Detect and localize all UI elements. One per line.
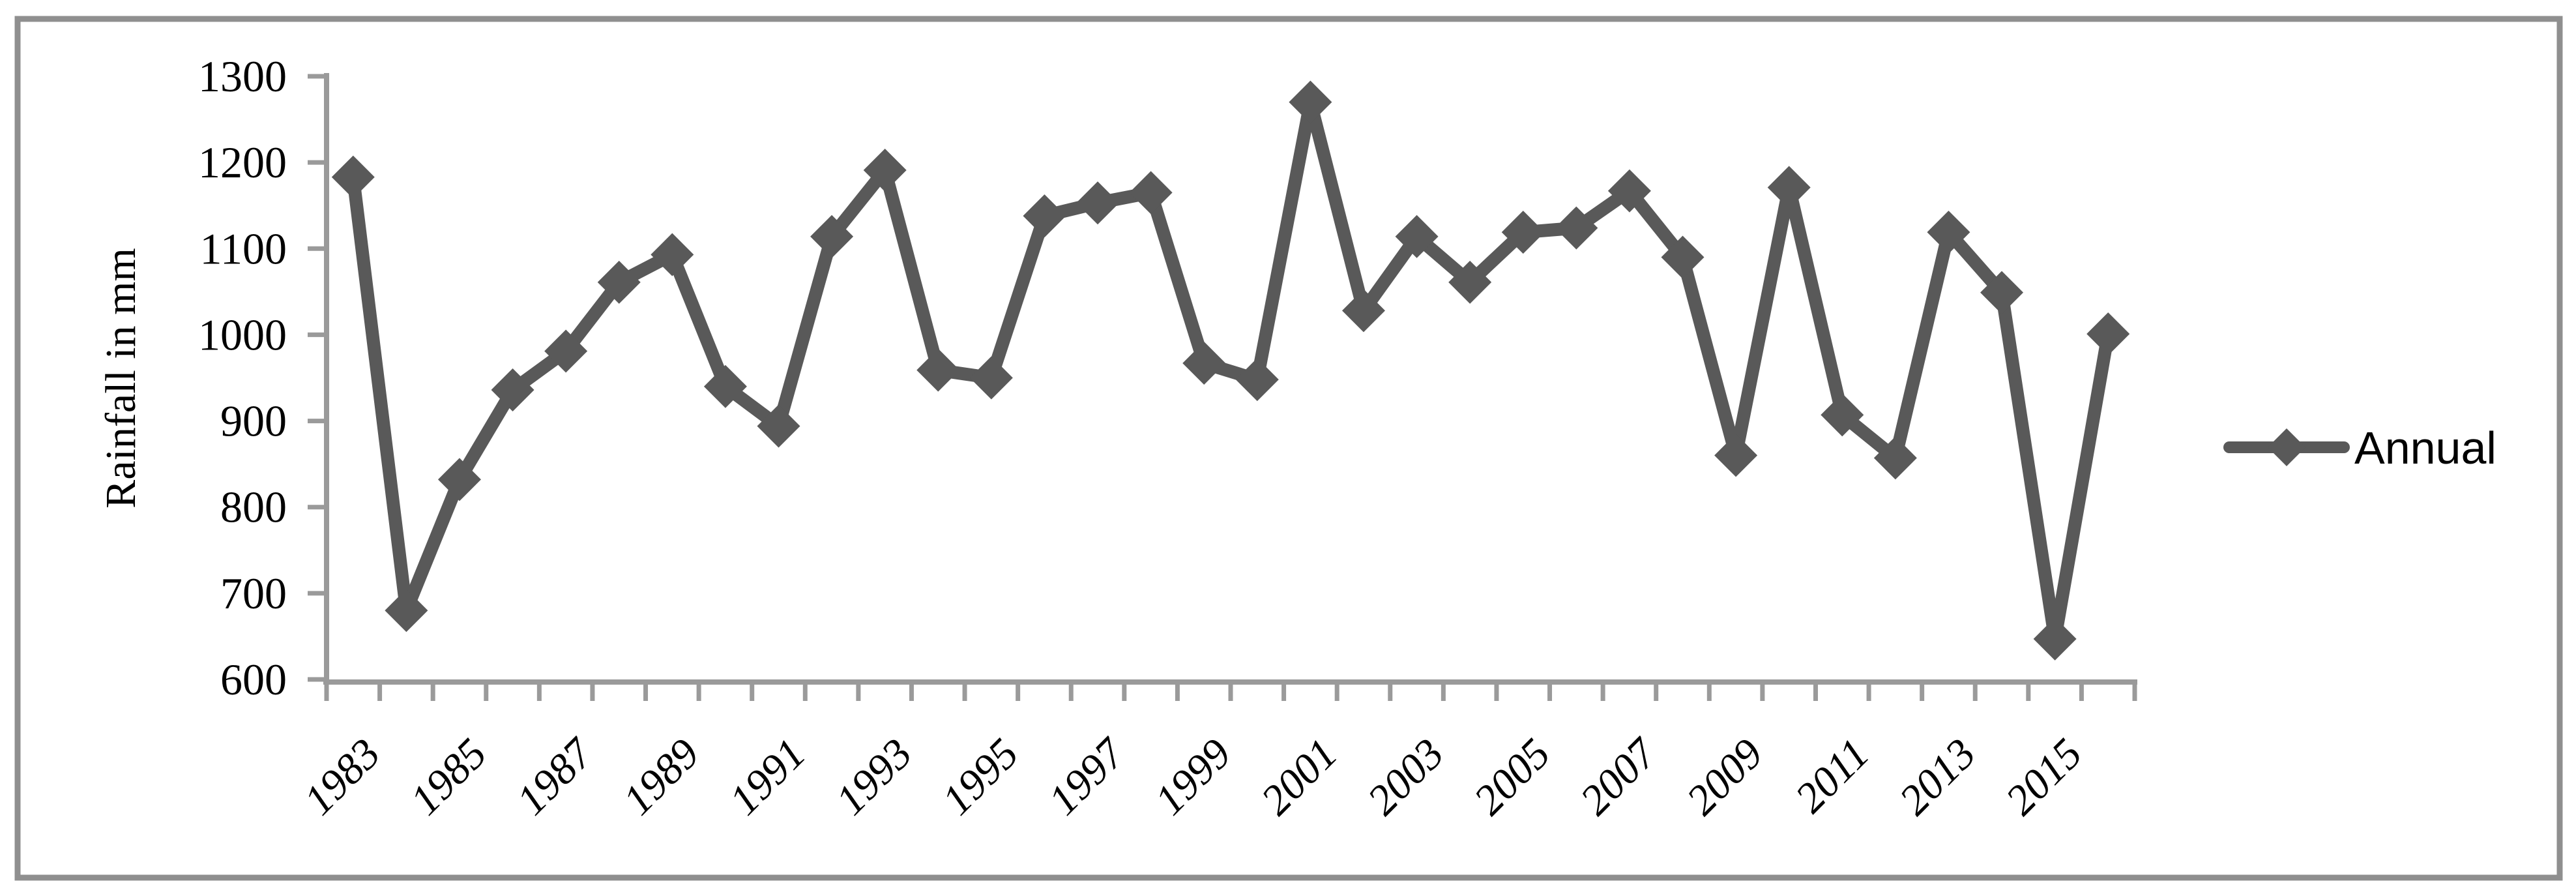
y-tick-label: 1300 xyxy=(198,52,287,101)
data-point-marker xyxy=(1501,211,1545,254)
x-tick-label: 2007 xyxy=(1572,728,1667,824)
data-point-marker xyxy=(1555,206,1598,250)
x-tick-label: 2003 xyxy=(1358,730,1453,824)
x-tick-label: 1995 xyxy=(933,730,1028,824)
x-tick-label: 1989 xyxy=(614,730,709,824)
data-point-marker xyxy=(1182,342,1226,385)
series-annual xyxy=(331,80,2130,661)
data-point-marker xyxy=(1607,169,1651,213)
x-tick-label: 1985 xyxy=(402,730,496,824)
data-point-marker xyxy=(969,356,1013,400)
x-tick-label: 1987 xyxy=(508,728,604,824)
legend-marker-icon xyxy=(2268,428,2305,466)
outer-border xyxy=(14,16,2563,881)
data-point-marker xyxy=(863,149,907,192)
y-tick-label: 1200 xyxy=(198,138,287,187)
x-tick-label: 1999 xyxy=(1146,730,1240,824)
data-point-marker xyxy=(491,368,534,411)
y-tick-label: 700 xyxy=(220,569,287,618)
y-tick-label: 900 xyxy=(220,396,287,446)
data-point-marker xyxy=(916,348,960,392)
data-point-marker xyxy=(597,260,641,304)
y-axis-title: Rainfall in mm xyxy=(97,248,145,509)
data-point-marker xyxy=(1821,393,1864,437)
y-tick-label: 800 xyxy=(220,483,287,532)
data-point-marker xyxy=(1873,436,1917,480)
y-tick-label: 600 xyxy=(220,655,287,704)
data-point-marker xyxy=(331,155,375,199)
data-point-marker xyxy=(1023,194,1066,238)
data-point-marker xyxy=(385,589,428,632)
legend-entry-annual: Annual xyxy=(2354,423,2496,473)
x-tick-label: 1983 xyxy=(295,730,389,824)
data-point-marker xyxy=(651,233,694,276)
data-point-marker xyxy=(2086,312,2130,356)
data-point-marker xyxy=(1289,80,1332,124)
x-tick-label: 2011 xyxy=(1786,730,1878,822)
y-tick-label: 1100 xyxy=(200,224,287,273)
data-point-marker xyxy=(1927,211,1970,254)
data-point-marker xyxy=(810,215,854,258)
y-axis-title-text: Rainfall in mm xyxy=(97,248,145,509)
data-point-marker xyxy=(1395,215,1439,258)
x-tick-label: 2005 xyxy=(1465,730,1559,824)
chart-frame xyxy=(14,16,2563,881)
data-point-marker xyxy=(1076,181,1120,225)
x-tick-labels: 1983 1985 1987 1989 1991 1993 1995 1997 1999 2001… xyxy=(295,728,2091,824)
x-tick-label: 2015 xyxy=(1997,730,2091,824)
data-point-marker xyxy=(1129,171,1173,215)
data-point-marker xyxy=(1980,271,2024,314)
data-point-marker xyxy=(1448,260,1492,304)
data-point-marker xyxy=(437,458,481,501)
x-tick-label: 1993 xyxy=(827,730,921,824)
data-point-marker xyxy=(2033,617,2077,661)
data-point-marker xyxy=(1767,166,1811,209)
x-tick-label: 1997 xyxy=(1040,728,1135,824)
series-line xyxy=(346,95,2115,646)
x-tick-label: 2013 xyxy=(1890,730,1985,824)
x-tick-label: 2001 xyxy=(1252,730,1347,824)
data-point-marker xyxy=(1235,358,1279,402)
data-point-marker xyxy=(1714,434,1758,477)
x-tick-label: 1991 xyxy=(720,730,815,824)
axes xyxy=(308,73,2137,701)
legend: Annual xyxy=(2223,423,2496,473)
data-point-marker xyxy=(544,329,588,373)
data-point-marker xyxy=(757,404,800,448)
data-point-marker xyxy=(703,364,747,408)
y-tick-labels: 600 700 800 900 1000 1100 1200 1300 xyxy=(198,52,287,704)
y-tick-label: 1000 xyxy=(198,310,287,359)
data-point-marker xyxy=(1341,289,1385,333)
x-tick-label: 2009 xyxy=(1678,730,1772,824)
data-point-marker xyxy=(1661,235,1705,279)
